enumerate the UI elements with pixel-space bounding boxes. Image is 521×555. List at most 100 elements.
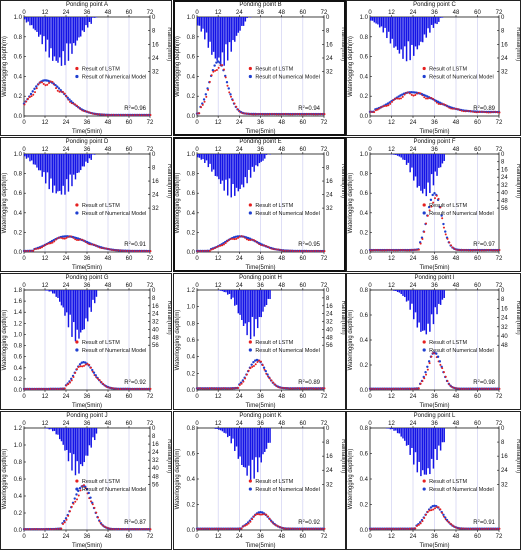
rain-bar <box>54 428 55 431</box>
x-tick-label: 60 <box>299 394 306 400</box>
rain-bar <box>238 154 239 191</box>
lstm-point <box>67 383 69 385</box>
x-tick-label: 48 <box>105 394 112 400</box>
rain-bar <box>408 154 409 163</box>
y2-tick-label: 0 <box>152 426 156 432</box>
y2-tick-label: 32 <box>501 183 508 189</box>
model-point <box>95 374 97 376</box>
rain-bar <box>218 428 219 430</box>
rain-bar <box>197 154 198 157</box>
x-axis-label: Time(5min) <box>419 543 449 549</box>
y-tick-label: 0.6 <box>187 338 196 344</box>
rain-bar <box>225 154 226 180</box>
x-tick-label: 0 <box>22 394 26 400</box>
rain-bar <box>440 428 441 451</box>
lstm-point <box>445 376 447 378</box>
y-axis-label: Waterlogging depth(m) <box>175 36 181 97</box>
lstm-point <box>411 94 413 96</box>
y2-tick-label: 16 <box>501 42 508 48</box>
rain-bar <box>404 17 405 46</box>
x-top-tick-label: 48 <box>105 147 112 153</box>
y-tick-label: 0.0 <box>14 114 23 120</box>
x-tick-label: 36 <box>84 120 91 126</box>
chart-title: Ponding point K <box>239 413 281 419</box>
x-tick-label: 0 <box>368 256 372 262</box>
x-top-tick-label: 60 <box>126 283 133 289</box>
x-tick-label: 48 <box>453 534 460 540</box>
rain-bar <box>47 154 48 172</box>
lstm-point <box>211 74 213 76</box>
x-tick-label: 72 <box>321 394 328 400</box>
lstm-point <box>83 365 85 367</box>
legend-model-marker <box>249 348 252 351</box>
legend-lstm-marker <box>249 67 252 70</box>
model-point <box>205 93 207 95</box>
y2-tick-label: 48 <box>501 343 508 349</box>
x-axis-label: Time(5min) <box>245 403 275 409</box>
rain-bar <box>417 428 418 472</box>
x-top-tick-label: 60 <box>126 147 133 153</box>
x-top-tick-label: 48 <box>453 421 460 427</box>
x-tick-label: 60 <box>474 394 481 400</box>
lstm-point <box>24 103 26 105</box>
rain-bar <box>52 290 53 293</box>
rain-bar <box>269 154 270 155</box>
legend-lstm-marker <box>249 203 252 206</box>
rain-bar <box>442 428 443 442</box>
rain-bar <box>386 428 387 429</box>
y-tick-label: 0.4 <box>14 211 23 217</box>
lstm-point <box>441 512 443 514</box>
x-top-tick-label: 36 <box>431 10 438 16</box>
lstm-point <box>249 521 251 523</box>
x-tick-label: 72 <box>147 120 154 126</box>
rain-bar <box>250 17 251 18</box>
lstm-point <box>31 95 33 97</box>
rain-bar <box>78 290 79 339</box>
rain-bar <box>424 428 425 475</box>
rain-bar <box>206 154 207 160</box>
rain-bar <box>59 154 60 191</box>
lstm-point <box>64 521 66 523</box>
rain-bar <box>239 428 240 456</box>
rain-bar <box>87 154 88 163</box>
lstm-point <box>423 517 425 519</box>
rain-bar <box>236 428 237 446</box>
x-tick-label: 60 <box>126 120 133 126</box>
rain-bar <box>442 17 443 18</box>
r2-annotation: R2=0.95 <box>298 240 320 249</box>
rain-bar <box>211 154 212 172</box>
rain-bar <box>61 290 62 305</box>
lstm-point <box>499 388 501 390</box>
legend-model-label: Result of Numerical Model <box>255 211 320 217</box>
rain-bar <box>199 17 200 26</box>
rain-bar <box>433 154 434 185</box>
lstm-point <box>255 363 257 365</box>
y-tick-label: 0.8 <box>187 321 196 327</box>
y-tick-label: 0.6 <box>187 55 196 61</box>
y-tick-label: 0.2 <box>14 94 23 100</box>
y-tick-label: 0.2 <box>360 94 369 100</box>
y2-tick-label: 24 <box>501 468 508 474</box>
x-top-tick-label: 60 <box>126 10 133 16</box>
model-point <box>433 192 435 194</box>
rain-bar <box>49 154 50 189</box>
y-tick-label: 0.0 <box>187 114 196 120</box>
rain-bar <box>77 154 78 173</box>
x-axis-label: Time(5min) <box>419 129 449 135</box>
rain-bar <box>420 17 421 42</box>
rain-bar <box>424 154 425 189</box>
x-tick-label: 24 <box>410 534 417 540</box>
rain-bar <box>245 290 246 323</box>
x-top-tick-label: 60 <box>474 10 481 16</box>
rain-bar <box>413 17 414 56</box>
y-tick-label: 0.6 <box>187 452 196 458</box>
y2-tick-label: 0 <box>326 426 330 432</box>
rain-bar <box>431 290 432 314</box>
rain-bar <box>384 17 385 28</box>
rain-bar <box>433 17 434 28</box>
rain-bar <box>442 290 443 300</box>
model-point <box>79 487 81 489</box>
rain-bar <box>40 154 41 170</box>
y2-tick-label: 8 <box>501 297 505 303</box>
